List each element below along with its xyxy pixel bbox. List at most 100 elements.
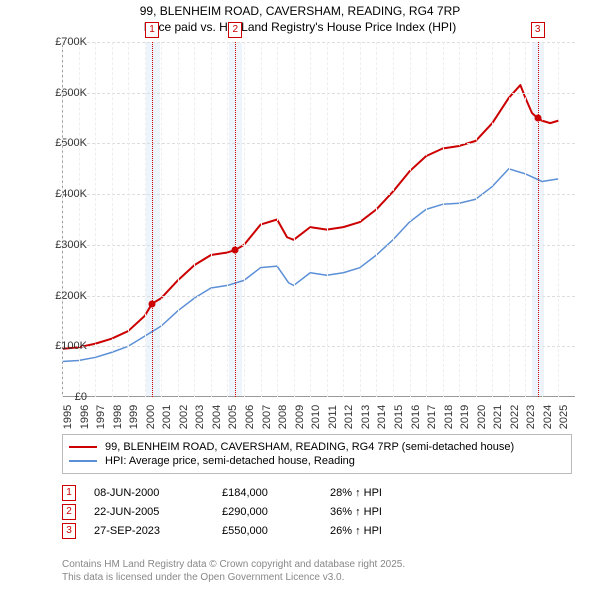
sale-dot [232, 246, 239, 253]
legend-label: 99, BLENHEIM ROAD, CAVERSHAM, READING, R… [105, 441, 514, 453]
gridline-v [459, 42, 460, 397]
x-axis-label: 2023 [525, 405, 537, 429]
x-axis-label: 1998 [112, 405, 124, 429]
sale-marker-box: 1 [145, 22, 159, 38]
gridline-v [128, 42, 129, 397]
gridline-v [410, 42, 411, 397]
x-axis-label: 2021 [492, 405, 504, 429]
x-axis-label: 2006 [244, 405, 256, 429]
x-axis-label: 2001 [161, 405, 173, 429]
x-axis-label: 2002 [178, 405, 190, 429]
gridline-h [62, 296, 575, 297]
gridline-v [509, 42, 510, 397]
sale-marker-box: 3 [62, 523, 76, 539]
gridline-v [492, 42, 493, 397]
sale-marker-box: 2 [62, 504, 76, 520]
sales-row: 2 22-JUN-2005 £290,000 36% ↑ HPI [62, 504, 572, 520]
gridline-v [261, 42, 262, 397]
gridline-v [194, 42, 195, 397]
gridline-v [443, 42, 444, 397]
x-axis-label: 2025 [558, 405, 570, 429]
x-axis-label: 2010 [310, 405, 322, 429]
sale-price: £184,000 [222, 487, 312, 499]
gridline-v [360, 42, 361, 397]
x-axis-label: 2005 [227, 405, 239, 429]
x-axis-label: 2017 [426, 405, 438, 429]
x-axis-label: 2000 [145, 405, 157, 429]
gridline-v [277, 42, 278, 397]
gridline-v [145, 42, 146, 397]
x-axis-label: 2013 [360, 405, 372, 429]
sale-price: £550,000 [222, 525, 312, 537]
gridline-v [542, 42, 543, 397]
x-axis-label: 2024 [542, 405, 554, 429]
price-chart: £0£100K£200K£300K£400K£500K£600K£700K199… [30, 42, 575, 427]
sale-marker-line [538, 42, 539, 397]
gridline-v [227, 42, 228, 397]
legend-swatch-price-paid [69, 446, 97, 448]
x-axis-label: 2018 [443, 405, 455, 429]
gridline-v [376, 42, 377, 397]
x-axis-label: 2004 [211, 405, 223, 429]
gridline-v [327, 42, 328, 397]
gridline-v [62, 42, 63, 397]
x-axis-label: 2012 [343, 405, 355, 429]
x-axis-label: 2003 [194, 405, 206, 429]
sale-pct-vs-hpi: 36% ↑ HPI [330, 506, 430, 518]
legend-swatch-hpi [69, 460, 97, 462]
sale-pct-vs-hpi: 26% ↑ HPI [330, 525, 430, 537]
gridline-h [62, 143, 575, 144]
sales-table: 1 08-JUN-2000 £184,000 28% ↑ HPI 2 22-JUN-200… [62, 482, 572, 542]
gridline-v [343, 42, 344, 397]
x-axis-label: 2009 [294, 405, 306, 429]
x-axis-label: 2008 [277, 405, 289, 429]
x-axis-label: 2020 [476, 405, 488, 429]
gridline-h [62, 194, 575, 195]
sale-pct-vs-hpi: 28% ↑ HPI [330, 487, 430, 499]
gridline-v [294, 42, 295, 397]
x-axis-label: 1995 [62, 405, 74, 429]
page-title: 99, BLENHEIM ROAD, CAVERSHAM, READING, R… [0, 4, 600, 18]
gridline-h [62, 42, 575, 43]
x-axis-label: 2015 [393, 405, 405, 429]
sale-marker-box: 3 [531, 22, 545, 38]
sale-date: 22-JUN-2005 [94, 506, 204, 518]
gridline-v [310, 42, 311, 397]
gridline-v [244, 42, 245, 397]
x-axis-label: 2014 [376, 405, 388, 429]
sale-marker-box: 2 [228, 22, 242, 38]
sale-price: £290,000 [222, 506, 312, 518]
sale-marker-line [235, 42, 236, 397]
gridline-v [112, 42, 113, 397]
sale-dot [534, 115, 541, 122]
gridline-h [62, 346, 575, 347]
gridline-v [426, 42, 427, 397]
footer: Contains HM Land Registry data © Crown c… [62, 558, 572, 584]
x-axis-label: 2007 [261, 405, 273, 429]
x-axis-label: 1999 [128, 405, 140, 429]
legend-item: HPI: Average price, semi-detached house,… [69, 455, 565, 467]
gridline-h [62, 93, 575, 94]
gridline-v [525, 42, 526, 397]
legend-item: 99, BLENHEIM ROAD, CAVERSHAM, READING, R… [69, 441, 565, 453]
legend: 99, BLENHEIM ROAD, CAVERSHAM, READING, R… [62, 434, 572, 474]
gridline-v [79, 42, 80, 397]
gridline-h [62, 245, 575, 246]
sale-marker-box: 1 [62, 485, 76, 501]
sale-dot [149, 300, 156, 307]
sale-date: 27-SEP-2023 [94, 525, 204, 537]
x-axis-label: 1997 [95, 405, 107, 429]
footer-line: This data is licensed under the Open Gov… [62, 571, 572, 584]
gridline-v [558, 42, 559, 397]
gridline-v [211, 42, 212, 397]
sale-marker-line [152, 42, 153, 397]
x-axis-label: 2011 [327, 405, 339, 429]
gridline-v [161, 42, 162, 397]
sale-date: 08-JUN-2000 [94, 487, 204, 499]
gridline-v [95, 42, 96, 397]
legend-label: HPI: Average price, semi-detached house,… [105, 455, 355, 467]
x-axis-label: 2022 [509, 405, 521, 429]
chart-lines [62, 42, 575, 397]
page-subtitle: Price paid vs. HM Land Registry's House … [0, 20, 600, 34]
gridline-v [178, 42, 179, 397]
